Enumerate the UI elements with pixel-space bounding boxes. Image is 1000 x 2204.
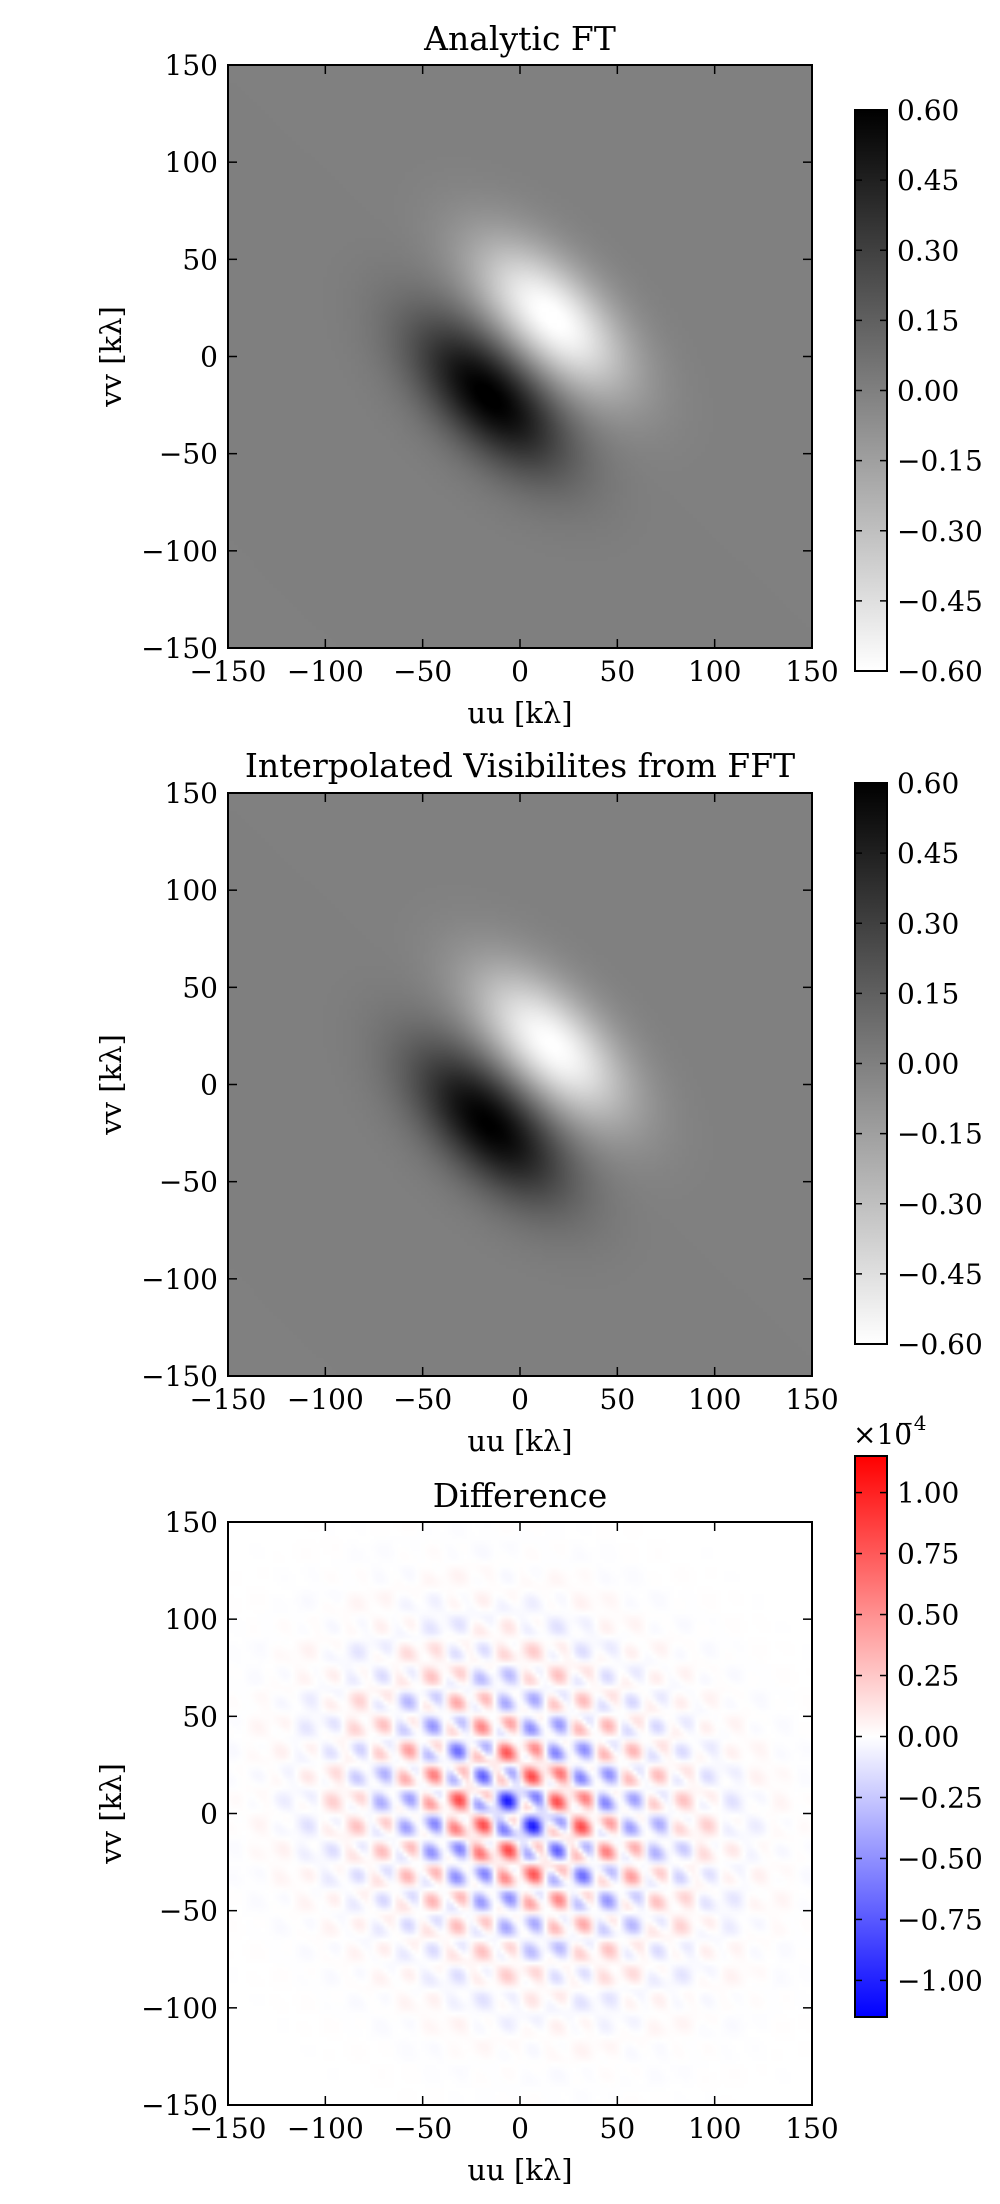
colorbar-tick-label: 1.00 <box>897 1477 959 1510</box>
y-tick-label: 100 <box>165 874 218 907</box>
y-tick-label: 50 <box>182 1700 218 1733</box>
colorbar-tick-label: 0.45 <box>897 164 959 197</box>
x-tick-label: −150 <box>190 655 267 688</box>
y-tick-label: −150 <box>141 2089 218 2122</box>
x-tick-label: −100 <box>287 655 364 688</box>
y-tick-label: 50 <box>182 971 218 1004</box>
colorbar-tick-label: 0.75 <box>897 1538 959 1571</box>
colorbar-tick-label: −0.75 <box>897 1903 983 1936</box>
y-tick-label: −100 <box>141 1992 218 2025</box>
x-tick-label: 50 <box>600 1383 636 1416</box>
x-tick-label: 50 <box>600 2112 636 2145</box>
y-axis-label: vv [kλ] <box>94 306 128 408</box>
colorbar-multiplier: ×10 <box>853 1418 912 1451</box>
colorbar-tick-label: 0.00 <box>897 1721 959 1754</box>
x-tick-label: −100 <box>287 2112 364 2145</box>
heatmap-image <box>228 1522 812 2105</box>
x-axis-label: uu [kλ] <box>467 1424 572 1458</box>
x-tick-label: −50 <box>393 1383 452 1416</box>
y-tick-label: −150 <box>141 1360 218 1393</box>
y-tick-label: −150 <box>141 632 218 665</box>
x-tick-label: 100 <box>688 2112 741 2145</box>
y-tick-label: 100 <box>165 1603 218 1636</box>
colorbar-tick-label: −1.00 <box>897 1964 983 1997</box>
x-tick-label: 0 <box>511 2112 529 2145</box>
x-axis-label: uu [kλ] <box>467 2153 572 2187</box>
colorbar-multiplier-exponent: −4 <box>897 1411 926 1435</box>
colorbar-tick-label: 0.45 <box>897 837 959 870</box>
x-tick-label: −100 <box>287 1383 364 1416</box>
colorbar-tick-label: 0.50 <box>897 1599 959 1632</box>
x-tick-label: −50 <box>393 2112 452 2145</box>
y-axis-label: vv [kλ] <box>94 1034 128 1136</box>
colorbar-tick-label: 0.30 <box>897 234 959 267</box>
panel-1: Analytic FT−150 −100 −50 0 50 100 150−150−100−… <box>94 19 983 730</box>
x-tick-label: 0 <box>511 655 529 688</box>
y-tick-label: −50 <box>159 438 218 471</box>
x-tick-label: 100 <box>688 655 741 688</box>
colorbar-tick-label: 0.60 <box>897 767 959 800</box>
colorbar-tick-label: 0.25 <box>897 1660 959 1693</box>
y-tick-label: 0 <box>200 1069 218 1102</box>
panel-2: Interpolated Visibilites from FFT −150 −10… <box>94 746 983 1458</box>
y-tick-label: 150 <box>165 1506 218 1539</box>
colorbar-tick-label: −0.50 <box>897 1842 983 1875</box>
chart-title: Difference <box>433 1476 608 1515</box>
colorbar-tick-label: 0.15 <box>897 977 959 1010</box>
x-tick-label: 0 <box>511 1383 529 1416</box>
colorbar-tick-label: 0.30 <box>897 907 959 940</box>
panel-3: Difference −150 −100 −50 0 50 100 150 −150 −100 −5… <box>94 1411 983 2187</box>
colorbar-tick-label: −0.60 <box>897 655 983 688</box>
colorbar-tick-label: −0.45 <box>897 585 983 618</box>
x-tick-label: 150 <box>785 1383 838 1416</box>
colorbar-tick-label: −0.15 <box>897 1118 983 1151</box>
y-tick-label: 150 <box>165 49 218 82</box>
y-tick-label: −100 <box>141 535 218 568</box>
chart-title: Analytic FT <box>423 19 616 58</box>
y-tick-label: 50 <box>182 243 218 276</box>
colorbar-tick-label: −0.25 <box>897 1781 983 1814</box>
y-tick-label: 0 <box>200 341 218 374</box>
y-tick-label: 100 <box>165 146 218 179</box>
colorbar-tick-label: 0.15 <box>897 304 959 337</box>
y-axis-label: vv [kλ] <box>94 1763 128 1865</box>
colorbar-tick-label: 0.00 <box>897 375 959 408</box>
x-tick-label: −150 <box>190 2112 267 2145</box>
colorbar-tick-label: 0.60 <box>897 94 959 127</box>
chart-title: Interpolated Visibilites from FFT <box>245 746 795 785</box>
colorbar-tick-label: −0.60 <box>897 1328 983 1361</box>
colorbar-tick-label: −0.45 <box>897 1258 983 1291</box>
x-tick-label: 50 <box>600 655 636 688</box>
colorbar-tick-label: −0.30 <box>897 515 983 548</box>
y-tick-label: −50 <box>159 1895 218 1928</box>
x-tick-label: 150 <box>785 655 838 688</box>
y-tick-label: −100 <box>141 1263 218 1296</box>
colorbar-tick-label: 0.00 <box>897 1048 959 1081</box>
y-tick-label: 0 <box>200 1798 218 1831</box>
x-tick-label: −50 <box>393 655 452 688</box>
heatmap-image <box>228 65 812 648</box>
y-tick-label: 150 <box>165 777 218 810</box>
heatmap-image <box>228 793 812 1376</box>
colorbar-tick-label: −0.30 <box>897 1188 983 1221</box>
x-tick-label: 100 <box>688 1383 741 1416</box>
y-tick-label: −50 <box>159 1166 218 1199</box>
x-tick-label: 150 <box>785 2112 838 2145</box>
x-axis-label: uu [kλ] <box>467 696 572 730</box>
colorbar-tick-label: −0.15 <box>897 445 983 478</box>
x-tick-label: −150 <box>190 1383 267 1416</box>
